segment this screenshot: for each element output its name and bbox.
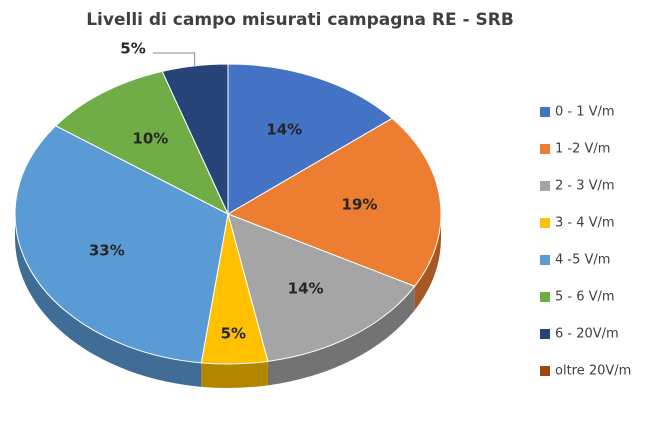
legend-label: 3 - 4 V/m — [555, 216, 615, 231]
slice — [226, 117, 442, 287]
legend-label: 6 - 20V/m — [555, 327, 619, 342]
data-label: 14% — [266, 120, 302, 138]
legend-label: oltre 20V/m — [555, 364, 631, 379]
legend-swatch — [540, 144, 550, 154]
legend-swatch — [540, 218, 550, 228]
legend-label: 0 - 1 V/m — [555, 105, 615, 120]
data-label: 5% — [221, 324, 246, 342]
legend-swatch — [540, 292, 550, 302]
data-label: 5% — [120, 40, 145, 58]
legend-swatch — [540, 181, 550, 191]
slice — [227, 213, 416, 362]
legend-label: 1 -2 V/m — [555, 142, 610, 157]
slice-side — [414, 214, 441, 311]
data-label: 33% — [89, 241, 125, 259]
legend-swatch — [540, 329, 550, 339]
legend-swatch — [540, 255, 550, 265]
slice — [14, 125, 229, 364]
data-label: 10% — [132, 129, 168, 147]
data-label: 14% — [288, 280, 324, 298]
slice-side — [267, 286, 415, 386]
slice — [54, 70, 230, 216]
data-label: 19% — [342, 196, 378, 214]
legend-label: 5 - 6 V/m — [555, 290, 615, 305]
legend-label: 4 -5 V/m — [555, 253, 610, 268]
slice-side — [15, 214, 202, 387]
legend-swatch — [540, 366, 550, 376]
legend-swatch — [540, 107, 550, 117]
slice-side — [201, 361, 268, 388]
slice — [227, 63, 393, 215]
legend-label: 2 - 3 V/m — [555, 179, 615, 194]
chart-title: Livelli di campo misurati campagna RE - … — [86, 10, 514, 30]
leader-line — [153, 52, 196, 66]
